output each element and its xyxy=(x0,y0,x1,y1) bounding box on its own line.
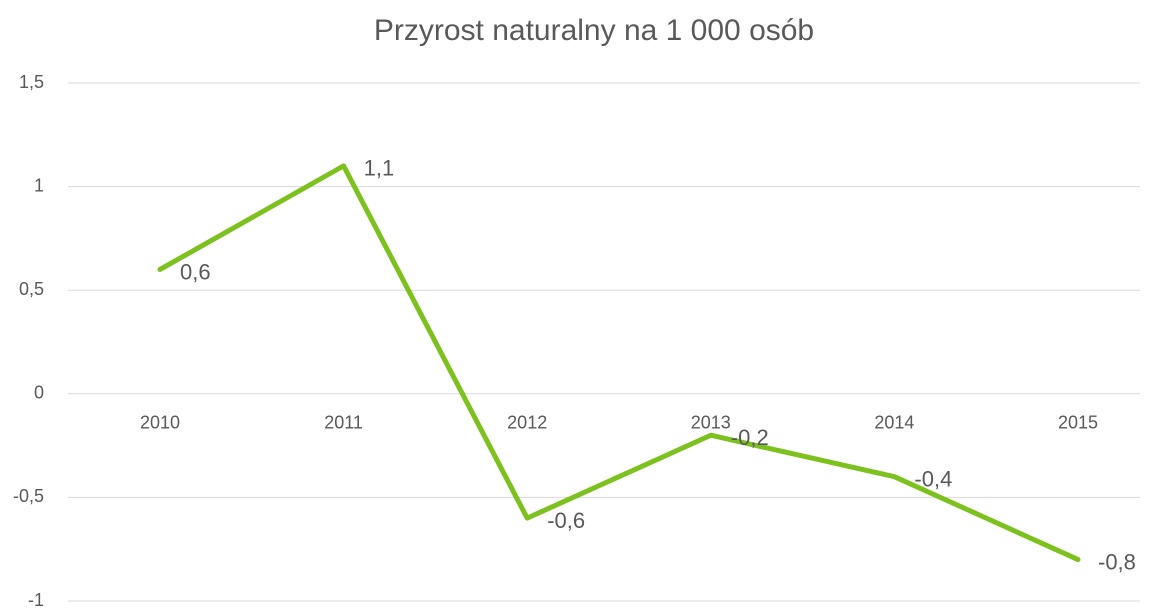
chart-title: Przyrost naturalny na 1 000 osób xyxy=(374,14,814,47)
x-tick-label: 2014 xyxy=(874,413,914,433)
x-tick-label: 2010 xyxy=(140,413,180,433)
line-series xyxy=(157,163,1081,563)
x-tick-label: 2015 xyxy=(1058,413,1098,433)
data-label: 1,1 xyxy=(364,156,395,181)
y-tick-label: 1,5 xyxy=(19,72,44,92)
x-tick-label: 2011 xyxy=(324,413,363,433)
x-tick-label: 2013 xyxy=(691,413,731,433)
data-label: 0,6 xyxy=(180,259,211,284)
y-tick-label: 1 xyxy=(34,175,44,195)
x-tick-label: 2012 xyxy=(507,413,547,433)
data-label: -0,4 xyxy=(914,466,952,491)
data-label: -0,8 xyxy=(1098,549,1136,574)
y-tick-label: -1 xyxy=(28,590,44,609)
y-tick-label: -0,5 xyxy=(13,486,44,506)
y-tick-label: 0,5 xyxy=(19,279,44,299)
data-label: -0,6 xyxy=(547,508,585,533)
data-label: -0,2 xyxy=(731,425,769,450)
y-tick-label: 0 xyxy=(34,383,44,403)
